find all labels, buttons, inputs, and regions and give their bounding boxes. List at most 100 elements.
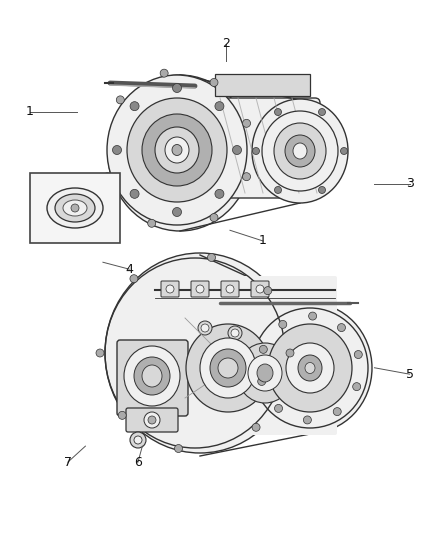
FancyBboxPatch shape — [117, 340, 188, 416]
Ellipse shape — [155, 127, 199, 173]
Circle shape — [243, 173, 251, 181]
Circle shape — [174, 445, 183, 453]
Ellipse shape — [298, 355, 322, 381]
Ellipse shape — [274, 123, 326, 179]
Circle shape — [210, 214, 218, 222]
Ellipse shape — [252, 99, 348, 203]
Circle shape — [208, 254, 215, 262]
Ellipse shape — [252, 308, 368, 428]
Ellipse shape — [124, 346, 180, 406]
Circle shape — [196, 285, 204, 293]
Circle shape — [134, 436, 142, 444]
Circle shape — [258, 377, 266, 385]
Ellipse shape — [108, 75, 252, 231]
Circle shape — [354, 351, 362, 359]
Circle shape — [256, 285, 264, 293]
Circle shape — [144, 412, 160, 428]
Circle shape — [130, 432, 146, 448]
Ellipse shape — [218, 358, 238, 378]
Text: 6: 6 — [134, 456, 142, 469]
Ellipse shape — [165, 137, 189, 163]
Ellipse shape — [293, 143, 307, 159]
Circle shape — [228, 326, 242, 340]
Circle shape — [275, 405, 283, 413]
Circle shape — [130, 274, 138, 282]
Circle shape — [130, 102, 139, 111]
Ellipse shape — [262, 111, 338, 191]
Ellipse shape — [142, 114, 212, 186]
Ellipse shape — [286, 343, 334, 393]
Ellipse shape — [127, 98, 227, 202]
Circle shape — [198, 321, 212, 335]
Circle shape — [201, 324, 209, 332]
Ellipse shape — [55, 194, 95, 222]
Circle shape — [279, 320, 287, 328]
Circle shape — [333, 408, 341, 416]
FancyBboxPatch shape — [126, 408, 178, 432]
Circle shape — [71, 204, 79, 212]
Ellipse shape — [172, 144, 182, 156]
Circle shape — [318, 109, 325, 116]
Circle shape — [275, 109, 282, 116]
Circle shape — [160, 69, 168, 77]
Circle shape — [148, 416, 156, 424]
Circle shape — [96, 349, 104, 357]
Circle shape — [286, 349, 294, 357]
Circle shape — [148, 219, 155, 227]
Bar — [30, 173, 120, 243]
Circle shape — [252, 423, 260, 431]
Ellipse shape — [257, 364, 273, 382]
Circle shape — [340, 148, 347, 155]
Circle shape — [309, 312, 317, 320]
Ellipse shape — [186, 324, 270, 412]
Circle shape — [233, 146, 241, 155]
Circle shape — [275, 187, 282, 193]
Ellipse shape — [142, 365, 162, 387]
Circle shape — [173, 84, 181, 93]
Ellipse shape — [63, 200, 87, 216]
Circle shape — [353, 383, 360, 391]
Circle shape — [118, 411, 126, 419]
Ellipse shape — [268, 324, 352, 412]
Ellipse shape — [105, 253, 295, 453]
Circle shape — [259, 345, 267, 353]
Circle shape — [231, 329, 239, 337]
Circle shape — [117, 96, 124, 104]
Circle shape — [215, 189, 224, 198]
Text: 2: 2 — [222, 37, 230, 50]
Ellipse shape — [210, 349, 246, 387]
Text: 5: 5 — [406, 368, 413, 381]
Circle shape — [173, 207, 181, 216]
Circle shape — [210, 78, 218, 86]
Ellipse shape — [107, 75, 247, 225]
FancyBboxPatch shape — [221, 281, 239, 297]
Circle shape — [337, 324, 346, 332]
FancyBboxPatch shape — [251, 281, 269, 297]
Text: 7: 7 — [64, 456, 72, 469]
Circle shape — [243, 119, 251, 127]
Ellipse shape — [237, 343, 293, 403]
FancyBboxPatch shape — [161, 281, 179, 297]
FancyBboxPatch shape — [191, 281, 209, 297]
FancyBboxPatch shape — [148, 276, 337, 435]
Text: 3: 3 — [406, 177, 413, 190]
Ellipse shape — [200, 338, 256, 398]
FancyBboxPatch shape — [190, 98, 320, 198]
Ellipse shape — [134, 357, 170, 395]
Circle shape — [130, 189, 139, 198]
Circle shape — [252, 148, 259, 155]
Text: 4: 4 — [125, 263, 133, 276]
Ellipse shape — [248, 303, 372, 433]
Circle shape — [264, 287, 272, 295]
Text: 1: 1 — [26, 106, 34, 118]
Circle shape — [304, 416, 311, 424]
Circle shape — [103, 173, 111, 181]
Circle shape — [318, 187, 325, 193]
Ellipse shape — [305, 362, 315, 374]
Text: 1: 1 — [259, 235, 267, 247]
Ellipse shape — [248, 355, 282, 391]
Circle shape — [113, 146, 121, 155]
Circle shape — [226, 285, 234, 293]
Ellipse shape — [285, 135, 315, 167]
Circle shape — [166, 285, 174, 293]
